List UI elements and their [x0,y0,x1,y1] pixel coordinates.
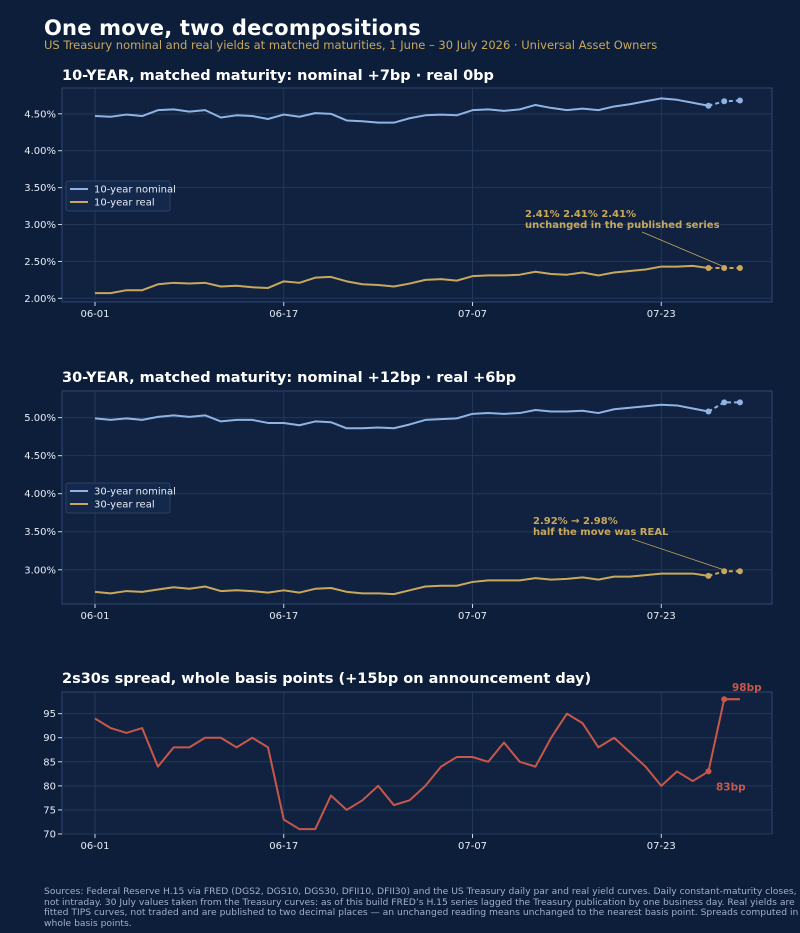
chart2-title: 30-YEAR, matched maturity: nominal +12bp… [62,370,516,386]
chart3-y-tick-label: 90 [43,733,56,744]
chart1-y-tick-label: 2.00% [24,294,56,305]
sources-note: Sources: Federal Reserve H.15 via FRED (… [44,886,799,929]
chart2-plot-area [61,390,773,605]
chart3-x-tick-label: 07-23 [647,841,676,852]
chart1-x-tick-label: 06-01 [80,309,109,320]
chart2-series-30-year-nominal-point [721,399,728,406]
chart2-y-tick-label: 3.50% [24,527,56,538]
chart1-series-10-year-nominal-point [705,102,712,109]
chart2-series-30-year-nominal-dashed-tail [707,401,740,413]
page-subtitle: US Treasury nominal and real yields at m… [44,38,658,52]
chart2-series-30-year-real-point [736,568,743,575]
chart1-y-tick-label: 2.50% [24,257,56,268]
chart2-y-tick-label: 3.00% [24,565,56,576]
chart2-series-30-year-real-point [721,568,728,575]
chart1-series-10-year-nominal-line [94,97,709,124]
chart2-legend-box [65,482,171,514]
chart3-x-tick-label: 07-07 [458,841,487,852]
chart3-y-tick-label: 70 [43,830,56,841]
chart2-x-tick-label: 07-23 [647,611,676,622]
chart1-y-tick-label: 4.00% [24,146,56,157]
chart1-series-10-year-nominal-point [736,97,743,104]
chart1-x-tick-label: 07-07 [458,309,487,320]
chart1-series-10-year-nominal-point [721,98,728,105]
chart3-end-label-after: 98bp [732,682,762,694]
chart1-title: 10-YEAR, matched maturity: nominal +7bp … [62,68,494,84]
chart1-legend-label: 10-year real [94,198,155,209]
chart2-y-tick-label: 4.50% [24,451,56,462]
chart3-series-spread-point [721,696,728,703]
page-title: One move, two decompositions [44,16,421,40]
chart2-series-30-year-nominal-point [705,408,712,415]
chart2-annotation-arrow [631,538,723,570]
chart3-series-spread-jump [707,699,726,772]
chart2-x-tick-label: 06-01 [80,611,109,622]
chart2-x-tick-label: 07-07 [458,611,487,622]
chart2-x-tick-label: 06-17 [269,611,298,622]
chart3-end-label-before: 83bp [716,781,746,793]
chart2-series-30-year-real-line [94,572,709,596]
chart2-series-30-year-nominal-line [94,403,709,430]
chart1-x-tick-label: 06-17 [269,309,298,320]
chart1-legend-label: 10-year nominal [94,185,176,196]
chart1-series-10-year-real-line [95,264,709,295]
chart3-series-spread-point [705,768,712,775]
chart1-annotation-arrow [641,231,723,267]
chart1-series-10-year-real-point [705,265,712,272]
chart3-y-tick-label: 95 [43,709,56,720]
chart3-y-tick-label: 85 [43,757,56,768]
chart1-series-10-year-real-point [721,265,728,272]
chart2-series-30-year-real-point [705,572,712,579]
chart2-series-30-year-nominal-point [736,399,743,406]
chart3-x-tick-label: 06-17 [269,841,298,852]
chart1-y-tick-label: 3.00% [24,220,56,231]
chart2-annotation-values: 2.92% → 2.98% [533,516,618,527]
chart1-y-tick-label: 3.50% [24,183,56,194]
chart1-y-tick-label: 4.50% [24,109,56,120]
chart2-y-tick-label: 4.00% [24,489,56,500]
chart2-legend-label: 30-year real [94,500,155,511]
chart1-annotation-note: unchanged in the published series [525,220,720,231]
chart1-annotation-values: 2.41% 2.41% 2.41% [525,209,636,220]
chart2-legend-label: 30-year nominal [94,487,176,498]
chart2-y-tick-label: 5.00% [24,413,56,424]
chart1-x-tick-label: 07-23 [647,309,676,320]
chart3-x-tick-label: 06-01 [80,841,109,852]
chart2-annotation-note: half the move was REAL [533,527,669,538]
chart3-title: 2s30s spread, whole basis points (+15bp … [62,671,591,687]
chart1-series-10-year-real-point [736,265,743,272]
chart1-plot-area [61,87,773,303]
chart3-y-tick-label: 80 [43,781,56,792]
chart3-series-spread-line [94,712,709,831]
chart3-y-tick-label: 75 [43,805,56,816]
chart1-legend-box [65,180,171,212]
